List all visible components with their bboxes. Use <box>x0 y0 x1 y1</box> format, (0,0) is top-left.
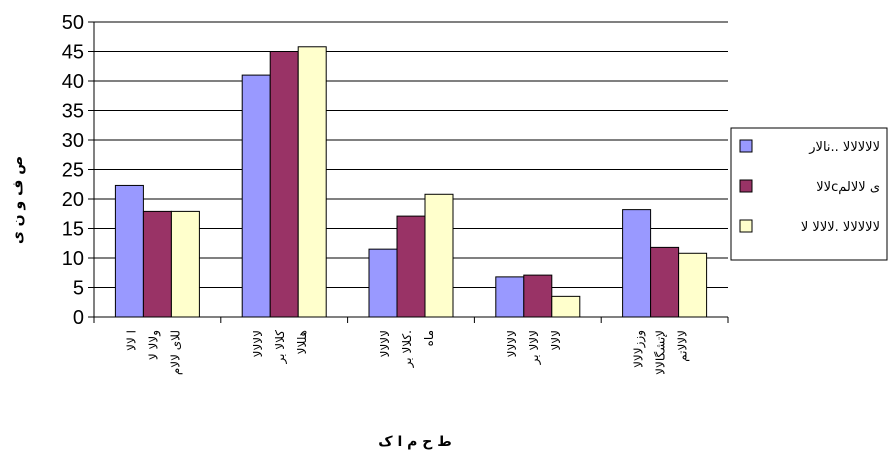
legend-swatch <box>739 139 753 153</box>
x-category-label: وززلالالا <box>632 330 647 368</box>
bar <box>424 193 454 318</box>
bar <box>650 246 680 318</box>
y-tick-label: 5 <box>73 278 84 300</box>
y-tick-label: 25 <box>62 160 84 182</box>
bar <box>368 248 398 318</box>
y-tick-label: 20 <box>62 189 84 211</box>
bar <box>678 252 708 318</box>
legend: لالالالالا ..نالار لالاcی لالالم لالالالال… <box>730 127 888 261</box>
bar <box>241 74 271 318</box>
bar <box>269 51 299 318</box>
legend-swatch <box>739 219 753 233</box>
legend-box <box>730 127 888 261</box>
y-tick-label: 0 <box>73 307 84 329</box>
y-tick-label: 30 <box>62 130 84 152</box>
y-tick-label: 35 <box>62 101 84 123</box>
x-category-label: کلالا بر <box>273 330 288 365</box>
x-category-label: لالالا <box>549 330 563 351</box>
legend-label: لالالالالا ..نالار <box>808 140 880 155</box>
bar <box>622 209 652 318</box>
bar <box>114 184 144 318</box>
x-category-label: لإتشگالالا <box>654 330 668 375</box>
bar <box>495 276 525 318</box>
x-category-label: للای لالام <box>168 330 182 375</box>
x-axis-title: ط ح م ا ک <box>378 434 452 450</box>
x-category-label: ماه <box>422 330 436 346</box>
x-category-label: ولالا لا <box>146 330 161 360</box>
x-category-label: لالالالا <box>378 330 392 357</box>
bar <box>170 210 200 318</box>
x-category-labels: ا لالا ولالا لا للای لالام لالالالا کلالا بر… <box>124 330 689 375</box>
x-category-label: هللالا <box>295 330 309 354</box>
bar <box>523 274 553 318</box>
y-tick-labels: 0 5 10 15 20 25 30 35 40 45 50 <box>62 12 84 329</box>
axes <box>93 22 729 323</box>
y-tick-label: 50 <box>62 12 84 34</box>
legend-label: لالالالالا .لالالا لا <box>801 220 880 235</box>
x-category-label: کلالا بر. <box>400 330 415 368</box>
x-category-label: لالالاتم <box>676 330 690 362</box>
bar <box>142 210 172 318</box>
y-axis-title: ص ف و ن ی <box>10 156 26 244</box>
x-category-label: لالالالا <box>251 330 265 357</box>
bar <box>551 295 581 318</box>
x-category-label: ا لالا <box>124 330 138 351</box>
legend-swatch <box>739 179 753 193</box>
bar <box>297 46 327 318</box>
y-tick-label: 15 <box>62 219 84 241</box>
y-tick-label: 40 <box>62 71 84 93</box>
x-category-label: لالالا بر <box>527 330 542 365</box>
y-tick-label: 45 <box>62 42 84 64</box>
y-tick-label: 10 <box>62 248 84 270</box>
legend-label: لالاcی لالالم <box>816 180 880 195</box>
bars <box>114 46 708 318</box>
x-category-label: لالالالا <box>505 330 519 357</box>
bar <box>396 215 426 318</box>
